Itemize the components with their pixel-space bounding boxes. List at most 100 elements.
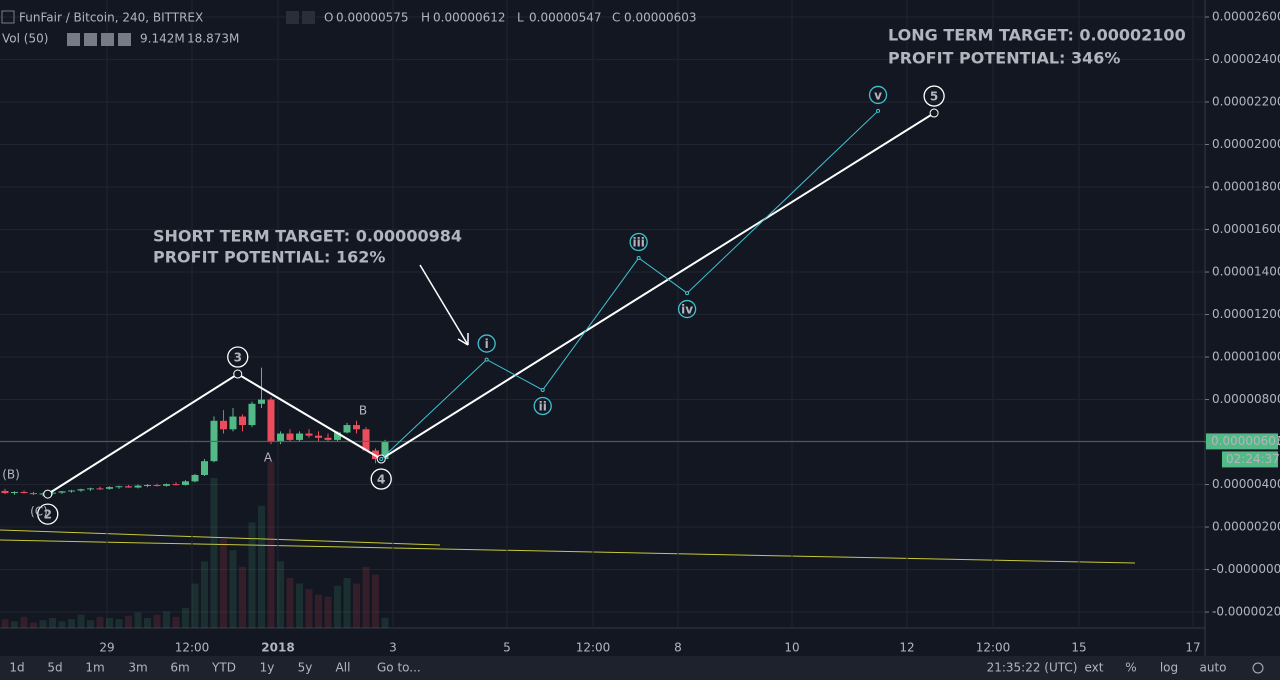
ohlc-value: 0.00000603 xyxy=(624,11,697,25)
wave-line xyxy=(380,110,879,460)
candle-body xyxy=(286,433,294,440)
y-tick-label: 0.00001200 xyxy=(1212,307,1280,321)
candle-body xyxy=(125,486,132,488)
wave-label-ring xyxy=(677,299,697,319)
volume-bar xyxy=(77,614,85,628)
wave-label-ring xyxy=(923,85,945,107)
clock: 21:35:22 (UTC) xyxy=(987,661,1078,675)
icon[interactable] xyxy=(302,11,315,24)
candle-body xyxy=(77,489,85,491)
volume-bar xyxy=(334,585,341,628)
volume-bar xyxy=(210,478,218,628)
icon[interactable] xyxy=(84,33,97,46)
candle-body xyxy=(96,488,104,490)
icon[interactable] xyxy=(101,33,114,46)
range-button[interactable]: 1y xyxy=(260,661,275,675)
volume-bar xyxy=(153,614,161,628)
annotation: LONG TERM TARGET: 0.00002100 xyxy=(888,26,1186,45)
candle-body xyxy=(115,486,123,488)
candle-body xyxy=(30,493,37,495)
range-button[interactable]: 1m xyxy=(85,661,104,675)
candle-body xyxy=(11,491,18,494)
y-tick-label: 0.00001400 xyxy=(1212,265,1280,279)
wave-point xyxy=(484,357,489,362)
range-button[interactable]: 5d xyxy=(47,661,62,675)
volume-bar xyxy=(96,616,104,628)
volume-bar xyxy=(172,616,180,628)
volume-bar xyxy=(286,578,294,628)
x-tick-label: 10 xyxy=(784,641,799,655)
volume-bar xyxy=(106,618,113,628)
candle-body xyxy=(58,491,66,493)
wave-point xyxy=(43,489,53,499)
goto-button[interactable]: Go to... xyxy=(377,661,421,675)
wave-line xyxy=(47,112,935,495)
candle-body xyxy=(153,484,161,486)
settings-icon[interactable] xyxy=(1252,662,1264,674)
icon[interactable] xyxy=(67,33,80,46)
candle-body xyxy=(49,492,56,494)
volume-readout: 18.873M xyxy=(187,32,239,46)
corrective-label: (C) xyxy=(30,505,48,519)
volume-bar xyxy=(49,618,56,628)
plot: 29 12:00 2018 3 5 12:00 8 10 12 12:00 15 17 0.000026… xyxy=(0,0,1280,655)
wave-point xyxy=(540,387,545,392)
candle-body xyxy=(163,484,170,486)
scale-option[interactable]: % xyxy=(1125,661,1136,675)
volume-bar xyxy=(125,615,132,628)
x-tick-label: 8 xyxy=(674,641,682,655)
scale-option[interactable]: auto xyxy=(1199,661,1226,675)
ohlc-letter: L xyxy=(517,11,524,25)
corrective-label: (B) xyxy=(2,468,20,482)
candle-body xyxy=(201,461,208,475)
candle-body xyxy=(144,484,151,486)
candle-body xyxy=(277,433,284,443)
volume-bar xyxy=(134,612,142,628)
volume-bar xyxy=(381,617,389,628)
x-tick-label: 29 xyxy=(99,641,114,655)
arrow xyxy=(419,264,469,346)
symbol-title[interactable]: FunFair / Bitcoin, 240, BITTREX xyxy=(19,11,203,25)
candle-body xyxy=(239,416,246,426)
icon[interactable] xyxy=(118,33,131,46)
volume-bar xyxy=(324,596,332,628)
range-button[interactable]: 5y xyxy=(298,661,313,675)
candle-body xyxy=(343,425,351,433)
ohlc-value: 0.00000612 xyxy=(433,11,506,25)
volume-bar xyxy=(201,561,208,628)
icon[interactable] xyxy=(286,11,299,24)
trendline xyxy=(0,539,1136,564)
arrow-head xyxy=(457,333,469,346)
wave-point xyxy=(685,291,690,296)
trendline xyxy=(0,529,441,546)
collapse-icon[interactable] xyxy=(1,10,15,24)
volume-bar xyxy=(87,620,94,628)
candle-body xyxy=(220,420,227,430)
y-tick-label: 0.00000200 xyxy=(1212,520,1280,534)
wave-label-ring xyxy=(37,503,59,525)
volume-bar xyxy=(30,622,37,628)
wave-label-ring xyxy=(370,468,392,490)
y-tick-label: 0.00001600 xyxy=(1212,222,1280,236)
candle-body xyxy=(362,429,370,451)
candle-body xyxy=(106,487,113,489)
y-tick-label: 0.00002200 xyxy=(1212,95,1280,109)
range-button[interactable]: 1d xyxy=(9,661,24,675)
ohlc-letter: C xyxy=(612,11,620,25)
scale-option[interactable]: log xyxy=(1160,661,1178,675)
candle-body xyxy=(315,435,322,438)
ohlc-letter: O xyxy=(324,11,333,25)
y-tick-label: 0.00001800 xyxy=(1212,180,1280,194)
candle-body xyxy=(248,403,256,426)
range-button[interactable]: 3m xyxy=(128,661,147,675)
range-button[interactable]: All xyxy=(336,661,351,675)
range-button[interactable]: YTD xyxy=(211,661,236,675)
last-price-label: 0.00000603 xyxy=(1211,434,1280,448)
y-tick-label: 0.00001000 xyxy=(1212,350,1280,364)
volume-bar xyxy=(353,583,360,628)
range-button[interactable]: 6m xyxy=(170,661,189,675)
scale-option[interactable]: ext xyxy=(1085,661,1104,675)
volume-bar xyxy=(39,620,47,628)
